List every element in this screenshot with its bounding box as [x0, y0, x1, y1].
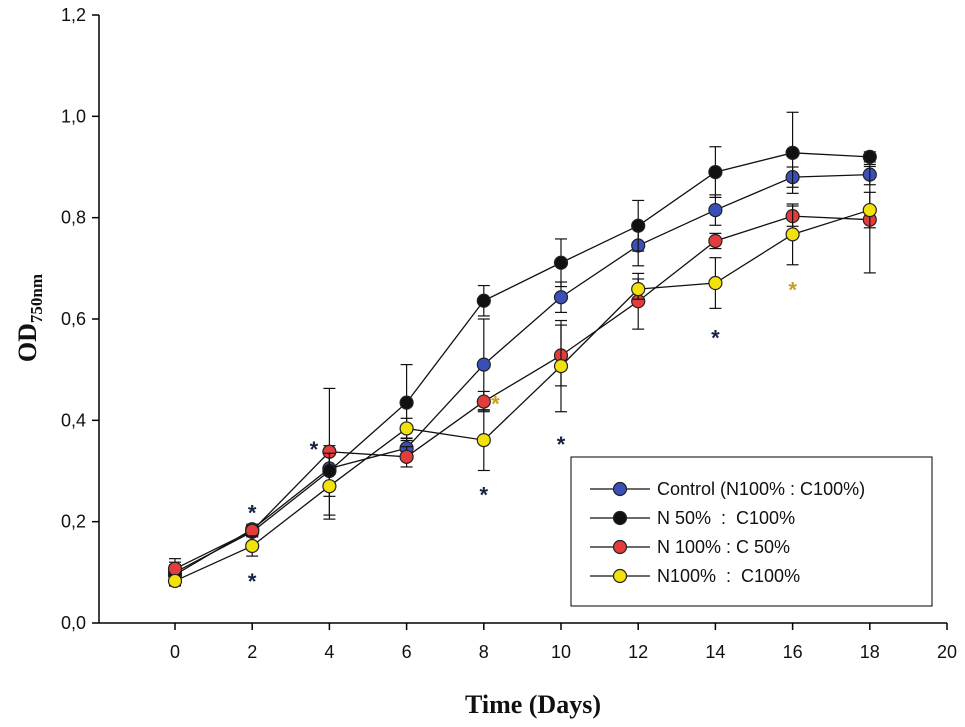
x-tick-label: 16 — [783, 642, 803, 662]
data-point — [862, 149, 877, 164]
x-ticks: 0 2 4 6 8 10 12 14 16 18 20 — [170, 623, 957, 662]
data-point — [708, 202, 723, 218]
x-tick-label: 20 — [937, 642, 957, 662]
y-ticks: 0,0 0,2 0,4 0,6 0,8 1,0 1,2 — [61, 5, 99, 633]
data-point — [708, 275, 723, 291]
legend-marker — [612, 510, 628, 526]
data-point — [553, 255, 569, 270]
data-point — [708, 164, 723, 180]
significance-asterisk: * — [480, 483, 489, 508]
legend-marker — [612, 568, 628, 584]
y-axis-title-subscript: 750nm — [27, 274, 46, 323]
data-point — [399, 395, 414, 410]
data-point — [708, 233, 723, 249]
x-tick-label: 8 — [479, 642, 489, 662]
data-point — [167, 561, 183, 576]
series-layer — [167, 111, 877, 589]
data-point — [245, 538, 260, 554]
data-point — [631, 282, 646, 297]
x-tick-label: 18 — [860, 642, 880, 662]
data-point — [322, 479, 337, 494]
x-tick-label: 6 — [402, 642, 412, 662]
legend-label: Control (N100% : C100%) — [657, 479, 865, 499]
legend-label: N100% : C100% — [657, 566, 800, 586]
x-tick-label: 12 — [628, 642, 648, 662]
data-point — [167, 573, 183, 589]
significance-asterisk: * — [711, 326, 720, 351]
legend-box — [570, 456, 933, 607]
legend-label: N 50% : C100% — [657, 508, 795, 528]
legend-label: N 100% : C 50% — [657, 537, 790, 557]
x-tick-label: 14 — [705, 642, 725, 662]
significance-asterisk: * — [788, 278, 797, 303]
annotation-layer: * * * * * * * * — [248, 278, 797, 594]
legend-item: N 100% : C 50% — [590, 537, 790, 557]
y-tick-label: 0,8 — [61, 208, 86, 228]
x-tick-label: 2 — [247, 642, 257, 662]
series-line — [174, 152, 870, 573]
series-line — [174, 215, 870, 570]
y-tick-label: 0,6 — [61, 309, 86, 329]
legend-marker — [612, 481, 628, 497]
significance-asterisk: * — [310, 437, 319, 462]
significance-asterisk: * — [248, 569, 257, 594]
series-4 — [167, 191, 877, 589]
svg-text:OD750nm: OD750nm — [13, 274, 46, 362]
data-point — [476, 394, 491, 409]
legend-marker — [612, 539, 628, 555]
y-tick-label: 0,0 — [61, 613, 86, 633]
legend-item: N100% : C100% — [590, 566, 800, 586]
data-point — [785, 227, 800, 242]
legend: Control (N100% : C100%) N 50% : C100% N 10… — [570, 456, 933, 607]
y-tick-label: 1,2 — [61, 5, 86, 25]
data-point — [399, 421, 414, 436]
x-tick-label: 10 — [551, 642, 571, 662]
data-point — [553, 290, 569, 305]
legend-item: N 50% : C100% — [590, 508, 795, 528]
y-tick-label: 0,4 — [61, 410, 86, 430]
significance-asterisk: * — [491, 392, 500, 417]
data-point — [476, 357, 491, 372]
data-point — [399, 449, 414, 464]
data-point — [476, 293, 491, 308]
y-axis-title: OD750nm — [13, 274, 46, 362]
significance-asterisk: * — [557, 432, 566, 457]
x-tick-label: 0 — [170, 642, 180, 662]
series-2 — [167, 111, 877, 584]
y-axis-title-main: OD — [13, 323, 42, 362]
series-line — [174, 209, 870, 582]
x-tick-label: 4 — [324, 642, 334, 662]
significance-asterisk: * — [248, 500, 257, 525]
data-point — [785, 145, 800, 160]
series-line — [174, 173, 870, 576]
y-tick-label: 0,2 — [61, 512, 86, 532]
x-axis-title: Time (Days) — [465, 690, 601, 719]
legend-item: Control (N100% : C100%) — [590, 479, 865, 499]
data-point — [862, 202, 877, 218]
data-point — [553, 359, 569, 374]
data-point — [476, 432, 491, 448]
data-point — [631, 218, 646, 233]
y-tick-label: 1,0 — [61, 106, 86, 126]
